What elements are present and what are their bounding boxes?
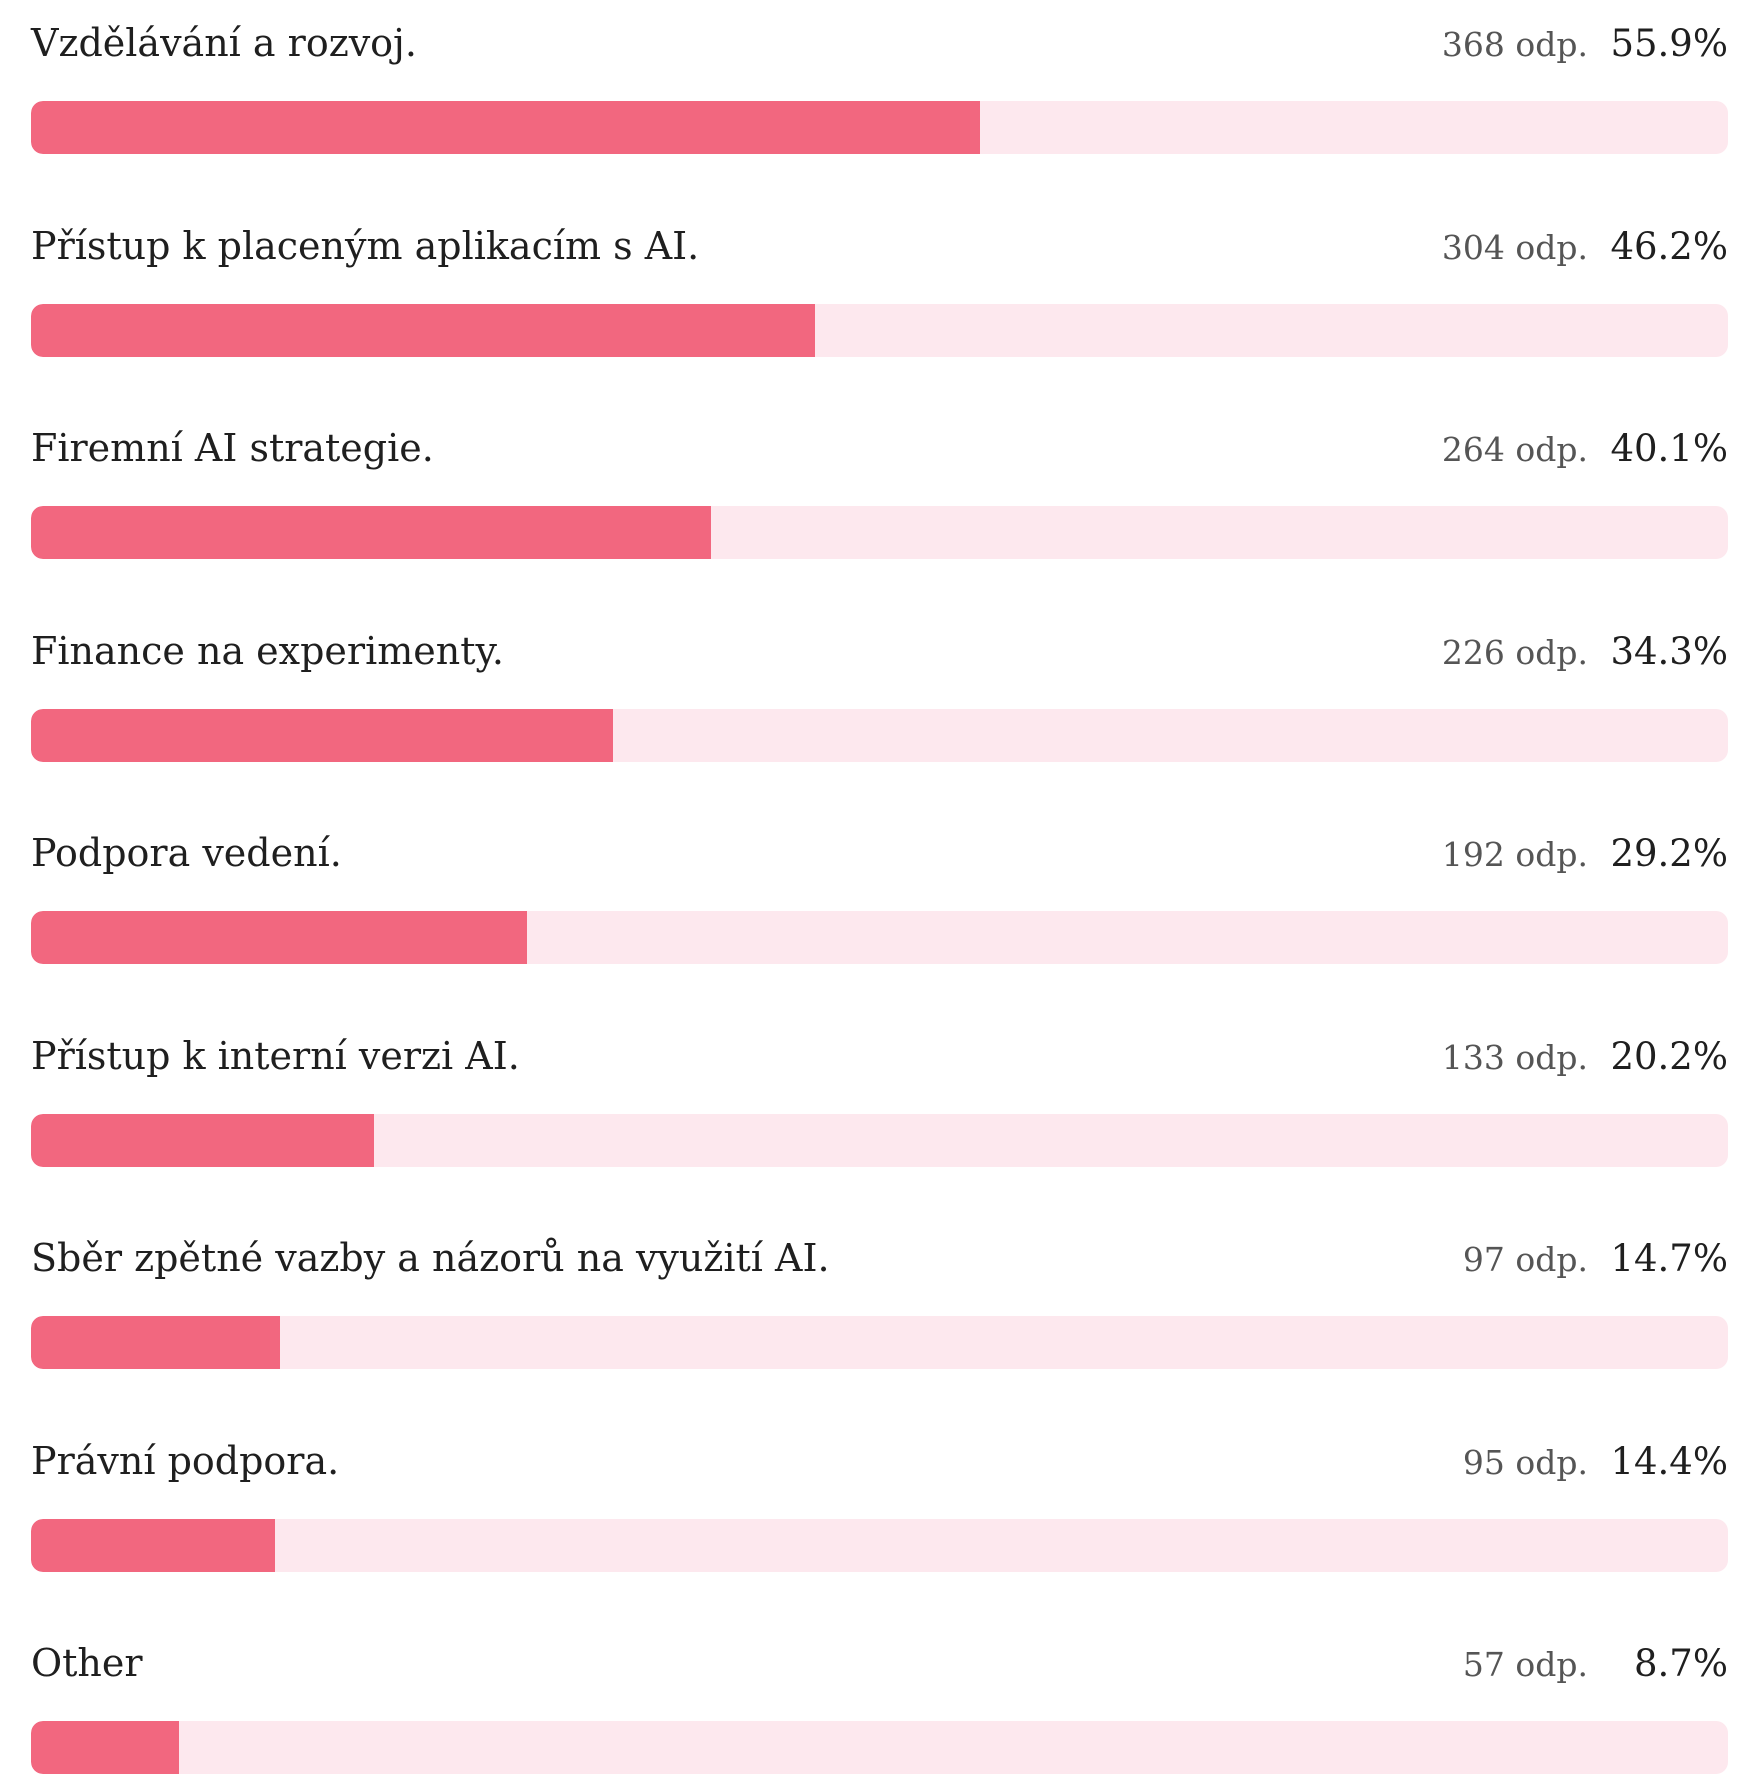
response-percent: 8.7% xyxy=(1634,1642,1728,1685)
bar-track xyxy=(31,506,1728,559)
result-row: Právní podpora. 95 odp. 14.4% xyxy=(31,1418,1728,1578)
bar-track xyxy=(31,1721,1728,1774)
bar-fill xyxy=(31,1113,374,1167)
bar-track xyxy=(31,1518,1728,1572)
bar-track xyxy=(31,101,1728,154)
result-row: Vzdělávání a rozvoj. 368 odp. 55.9% xyxy=(31,0,1728,160)
result-row: Podpora vedení. 192 odp. 29.2% xyxy=(31,810,1728,970)
result-row: Přístup k interní verzi AI. 133 odp. 20.2% xyxy=(31,1013,1728,1173)
response-percent: 29.2% xyxy=(1610,832,1728,875)
bar-fill xyxy=(31,1518,276,1572)
bar-track xyxy=(31,911,1728,964)
option-label: Podpora vedení. xyxy=(31,831,342,875)
bar-fill xyxy=(31,708,614,762)
bar-fill xyxy=(31,1316,281,1369)
response-count: 95 odp. xyxy=(1462,1442,1588,1482)
response-count: 226 odp. xyxy=(1441,632,1588,672)
response-count: 192 odp. xyxy=(1441,835,1588,874)
response-percent: 14.4% xyxy=(1610,1439,1728,1483)
option-label: Sběr zpětné vazby a názorů na využití AI… xyxy=(31,1236,830,1280)
response-count: 97 odp. xyxy=(1462,1240,1588,1279)
result-row: Other 57 odp. 8.7% xyxy=(31,1620,1728,1780)
response-percent: 46.2% xyxy=(1610,224,1728,268)
bar-fill xyxy=(31,506,712,559)
option-label: Finance na experimenty. xyxy=(31,628,504,673)
bar-track xyxy=(31,303,1728,357)
bar-track xyxy=(31,708,1728,762)
result-row: Finance na experimenty. 226 odp. 34.3% xyxy=(31,608,1728,768)
response-percent: 40.1% xyxy=(1610,427,1728,470)
bar-track xyxy=(31,1316,1728,1369)
response-count: 57 odp. xyxy=(1462,1645,1588,1684)
bar-fill xyxy=(31,101,980,154)
result-row: Sběr zpětné vazby a názorů na využití AI… xyxy=(31,1215,1728,1375)
response-percent: 34.3% xyxy=(1610,629,1728,673)
response-count: 368 odp. xyxy=(1441,25,1588,64)
bar-fill xyxy=(31,303,815,357)
response-count: 304 odp. xyxy=(1441,227,1588,267)
option-label: Právní podpora. xyxy=(31,1438,340,1483)
response-percent: 20.2% xyxy=(1610,1034,1728,1078)
result-row: Přístup k placeným aplikacím s AI. 304 od… xyxy=(31,203,1728,363)
bar-track xyxy=(31,1113,1728,1167)
option-label: Vzdělávání a rozvoj. xyxy=(31,21,417,65)
option-label: Přístup k interní verzi AI. xyxy=(31,1033,520,1078)
bar-fill xyxy=(31,1721,179,1774)
option-label: Přístup k placeným aplikacím s AI. xyxy=(31,223,700,268)
response-count: 133 odp. xyxy=(1441,1037,1588,1077)
option-label: Firemní AI strategie. xyxy=(31,426,434,470)
response-percent: 55.9% xyxy=(1610,22,1728,65)
response-percent: 14.7% xyxy=(1610,1237,1728,1280)
result-row: Firemní AI strategie. 264 odp. 40.1% xyxy=(31,405,1728,565)
response-count: 264 odp. xyxy=(1441,430,1588,469)
option-label: Other xyxy=(31,1641,143,1685)
bar-fill xyxy=(31,911,527,964)
